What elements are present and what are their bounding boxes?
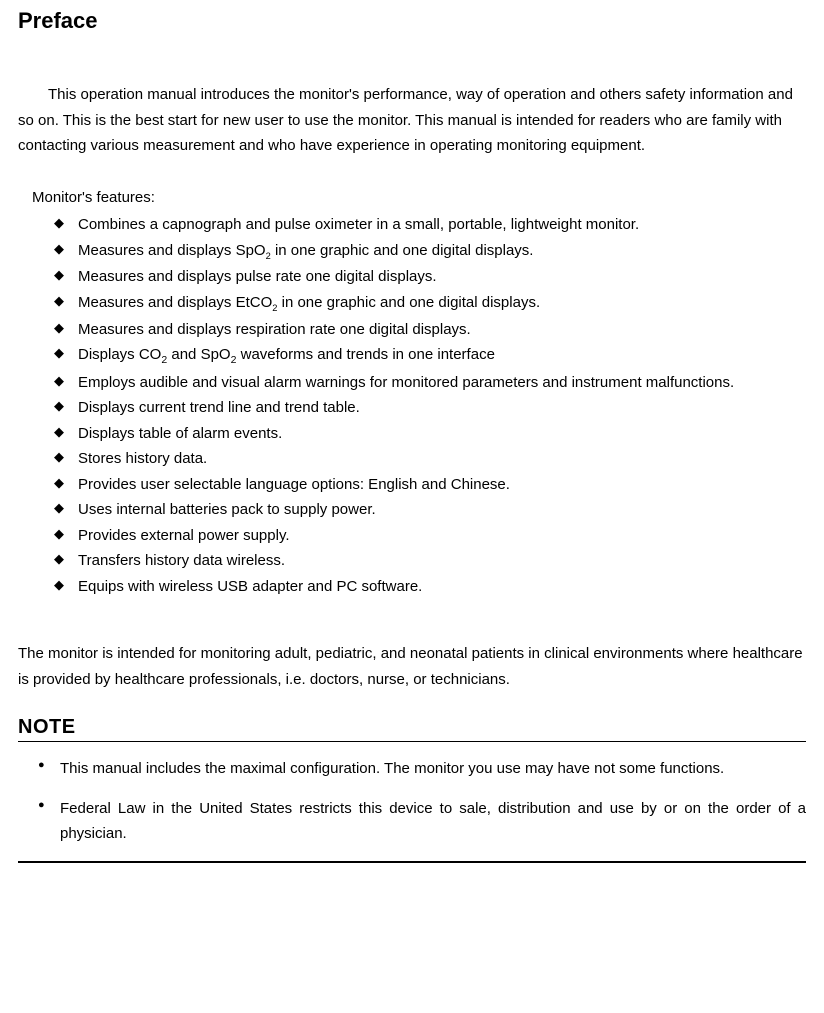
feature-item: Displays table of alarm events. xyxy=(54,421,806,447)
feature-item: Uses internal batteries pack to supply p… xyxy=(54,497,806,523)
feature-item: Transfers history data wireless. xyxy=(54,548,806,574)
feature-item: Combines a capnograph and pulse oximeter… xyxy=(54,212,806,238)
feature-item: Employs audible and visual alarm warning… xyxy=(54,370,806,396)
feature-item: Provides external power supply. xyxy=(54,523,806,549)
note-item: This manual includes the maximal configu… xyxy=(38,756,806,782)
note-top-rule xyxy=(18,741,806,742)
intro-paragraph: This operation manual introduces the mon… xyxy=(18,82,806,159)
feature-item: Stores history data. xyxy=(54,446,806,472)
page-title: Preface xyxy=(18,8,806,34)
feature-list: Combines a capnograph and pulse oximeter… xyxy=(18,212,806,599)
feature-item: Provides user selectable language option… xyxy=(54,472,806,498)
note-item: Federal Law in the United States restric… xyxy=(38,796,806,847)
note-list: This manual includes the maximal configu… xyxy=(18,756,806,847)
feature-item: Measures and displays respiration rate o… xyxy=(54,317,806,343)
feature-item: Equips with wireless USB adapter and PC … xyxy=(54,574,806,600)
intended-use: The monitor is intended for monitoring a… xyxy=(18,641,806,692)
feature-item: Measures and displays pulse rate one dig… xyxy=(54,264,806,290)
note-heading: NOTE xyxy=(18,716,806,741)
feature-item: Displays CO2 and SpO2 waveforms and tren… xyxy=(54,342,806,370)
feature-item: Measures and displays EtCO2 in one graph… xyxy=(54,290,806,317)
feature-item: Displays current trend line and trend ta… xyxy=(54,395,806,421)
feature-item: Measures and displays SpO2 in one graphi… xyxy=(54,238,806,265)
document-page: Preface This operation manual introduces… xyxy=(0,0,824,883)
features-label: Monitor's features: xyxy=(32,185,806,211)
note-bottom-rule xyxy=(18,861,806,863)
